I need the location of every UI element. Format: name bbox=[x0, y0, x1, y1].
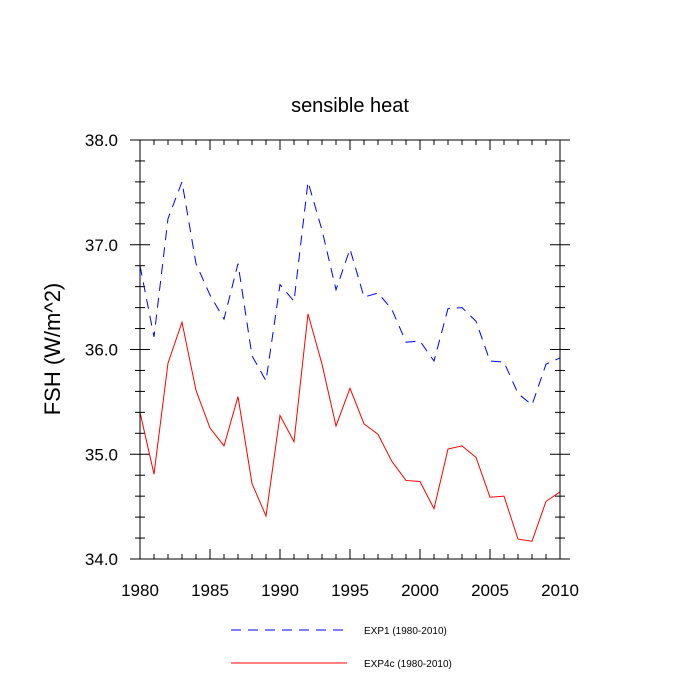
series-line-2 bbox=[139, 313, 561, 542]
x-tick-label: 1980 bbox=[121, 581, 159, 600]
axis-ticks: 1980 1985 1990 1995 2000 2005 2010 34.0 35.0 36.0… bbox=[85, 131, 579, 600]
y-tick-label: 34.0 bbox=[85, 550, 118, 569]
series-lines bbox=[139, 180, 561, 542]
series-line-1 bbox=[139, 180, 561, 406]
plot-frame bbox=[139, 139, 561, 560]
x-tick-label: 1985 bbox=[191, 581, 229, 600]
y-tick-label: 36.0 bbox=[85, 341, 118, 360]
x-tick-label: 2010 bbox=[541, 581, 579, 600]
x-tick-label: 2000 bbox=[401, 581, 439, 600]
y-tick-label: 38.0 bbox=[85, 131, 118, 150]
legend: EXP1 (1980-2010) EXP4c (1980-2010) bbox=[231, 626, 452, 670]
legend-label-1: EXP1 (1980-2010) bbox=[364, 626, 447, 637]
y-tick-label: 35.0 bbox=[85, 445, 118, 464]
x-tick-label: 2005 bbox=[471, 581, 509, 600]
y-tick-label: 37.0 bbox=[85, 236, 118, 255]
x-tick-label: 1995 bbox=[331, 581, 369, 600]
y-axis-label: FSH (W/m^2) bbox=[40, 283, 65, 416]
x-tick-label: 1990 bbox=[261, 581, 299, 600]
legend-label-2: EXP4c (1980-2010) bbox=[364, 659, 452, 670]
chart-title: sensible heat bbox=[291, 95, 409, 117]
